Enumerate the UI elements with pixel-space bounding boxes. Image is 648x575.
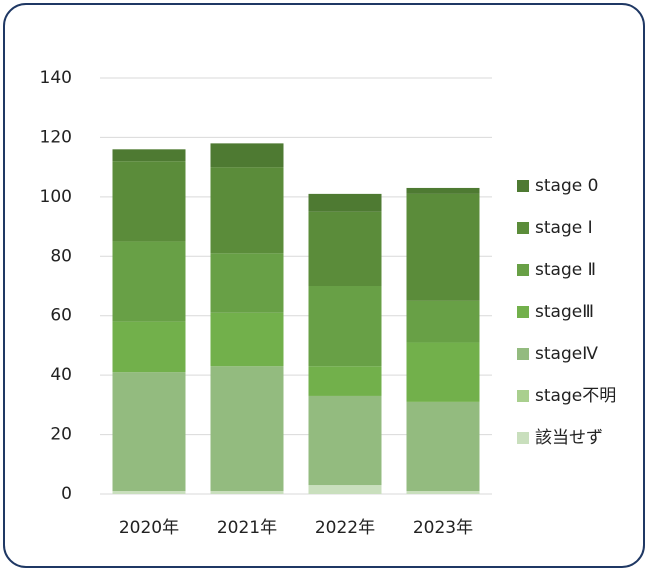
y-tick-label: 0	[61, 484, 72, 504]
x-tick-label: 2022年	[315, 518, 375, 538]
bar-segment	[308, 193, 382, 212]
legend-label: stage 0	[535, 176, 598, 196]
bar-segment	[308, 366, 382, 396]
bar-segment	[406, 300, 480, 343]
legend-swatch	[517, 432, 529, 444]
legend-label: stage不明	[535, 386, 616, 406]
x-tick-label: 2020年	[119, 518, 179, 538]
bar-segment	[210, 312, 284, 367]
bar-segment	[210, 366, 284, 492]
bar-segment	[406, 193, 480, 301]
legend-label: stage Ⅰ	[535, 218, 593, 238]
bar-segment	[308, 485, 382, 494]
bar-segment	[210, 143, 284, 168]
bar-segment	[406, 401, 480, 492]
legend-swatch	[517, 306, 529, 318]
y-tick-label: 140	[40, 68, 72, 88]
bar-segment	[112, 161, 186, 242]
bar-segment	[308, 286, 382, 367]
bar-segment	[112, 491, 186, 494]
legend-label: stageⅢ	[535, 302, 594, 322]
legend-swatch	[517, 222, 529, 234]
bar-segment	[112, 149, 186, 162]
bar-segment	[210, 167, 284, 254]
y-tick-label: 20	[50, 425, 72, 445]
legend-label: stage Ⅱ	[535, 260, 596, 280]
bar-segment	[308, 211, 382, 286]
legend-swatch	[517, 390, 529, 402]
legend-swatch	[517, 180, 529, 192]
bar-segment	[112, 372, 186, 492]
bar-segment	[112, 321, 186, 373]
legend-label: stageⅣ	[535, 344, 598, 364]
bar-segment	[210, 253, 284, 313]
y-tick-label: 40	[50, 365, 72, 385]
y-tick-label: 60	[50, 306, 72, 326]
bar-segment	[406, 491, 480, 494]
y-tick-label: 100	[40, 187, 72, 207]
bar-segment	[406, 187, 480, 194]
bar-segment	[406, 342, 480, 402]
y-tick-label: 80	[50, 246, 72, 266]
legend-label: 該当せず	[535, 428, 603, 448]
bar-segment	[112, 241, 186, 322]
legend-swatch	[517, 348, 529, 360]
x-tick-label: 2021年	[217, 518, 277, 538]
legend-swatch	[517, 264, 529, 276]
x-tick-label: 2023年	[413, 518, 473, 538]
y-tick-label: 120	[40, 127, 72, 147]
bar-segment	[210, 491, 284, 494]
bar-segment	[308, 395, 382, 486]
